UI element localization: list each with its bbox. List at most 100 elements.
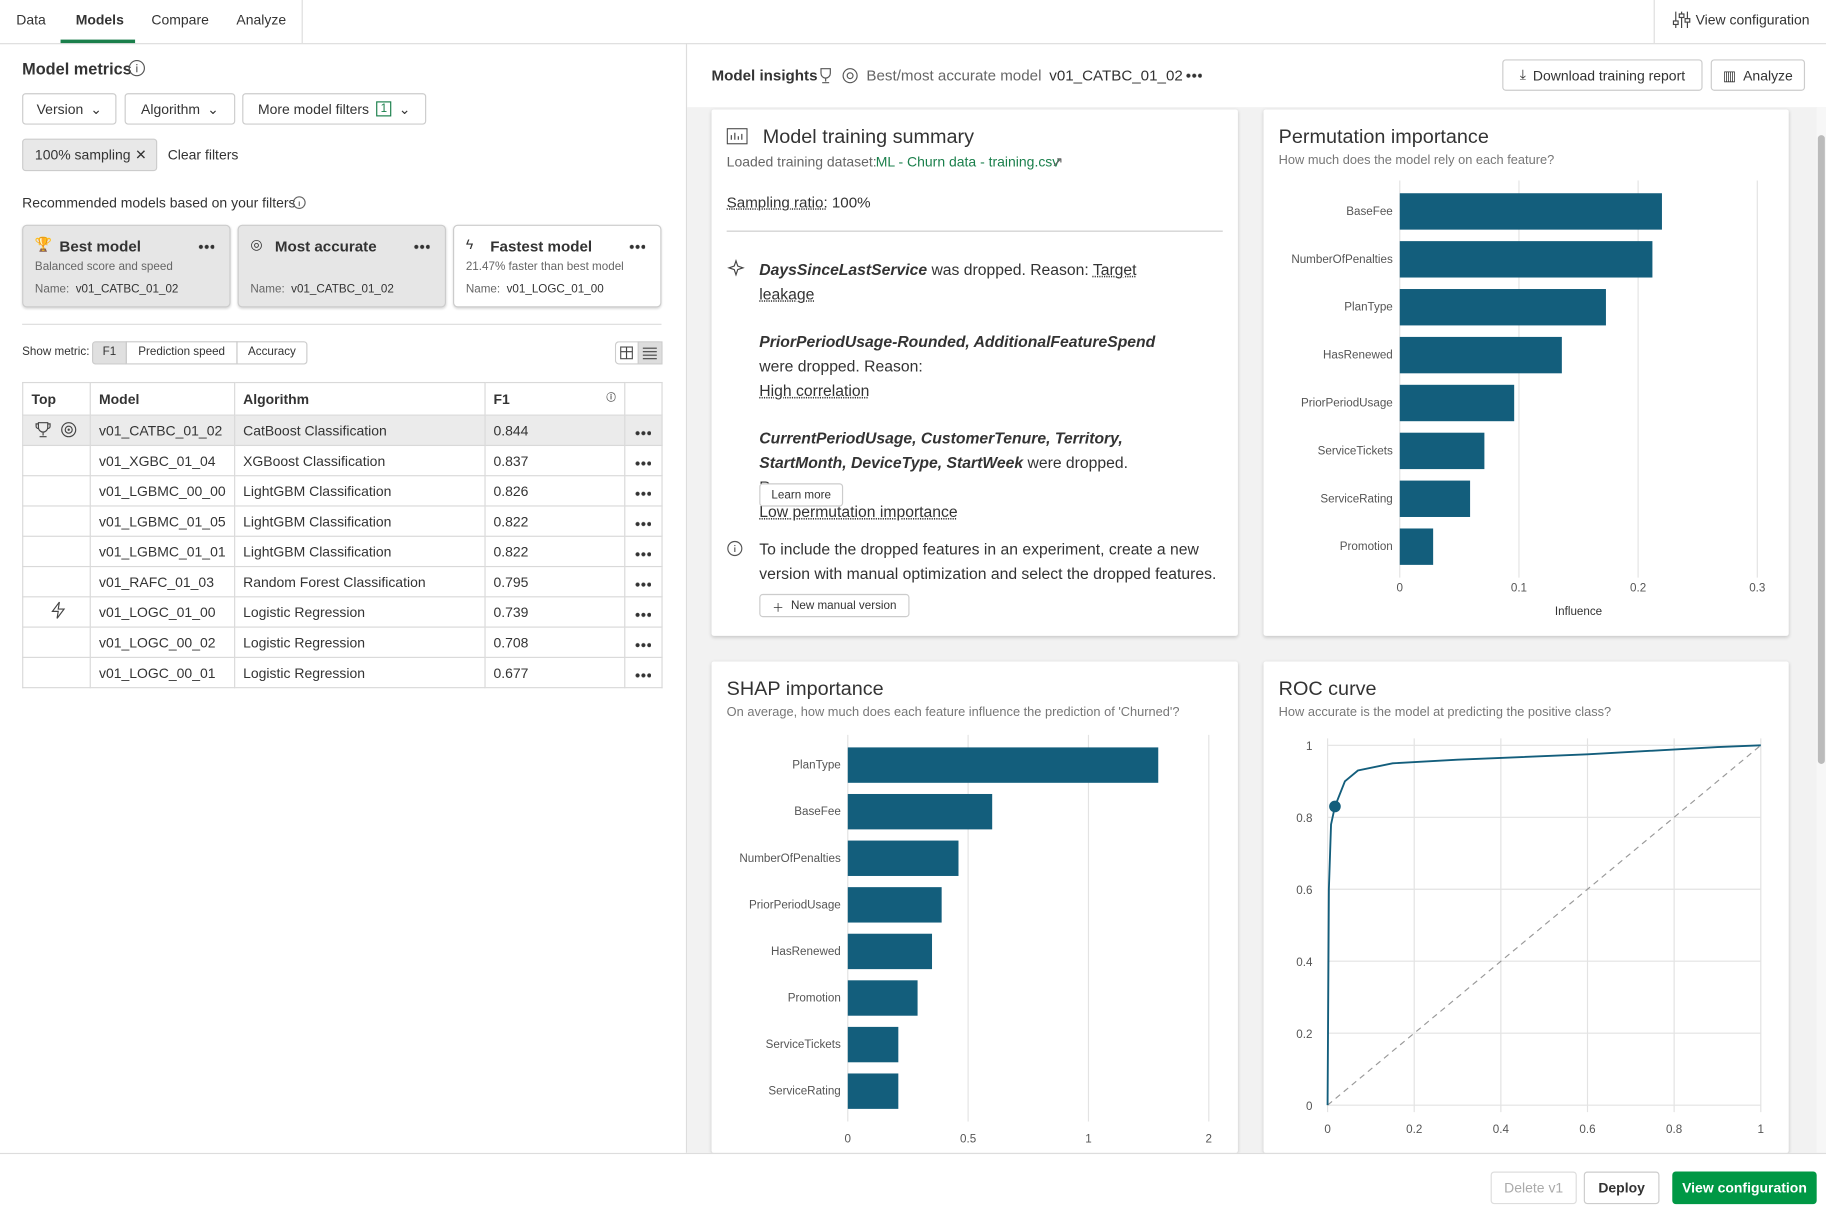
- filter-chip[interactable]: 100% sampling ✕: [22, 138, 158, 172]
- row-menu[interactable]: [635, 430, 652, 435]
- info-icon: [292, 196, 306, 210]
- table-row[interactable]: v01_XGBC_01_04 XGBoost Classification 0.83…: [22, 444, 663, 477]
- chart: 0 0.5 1 2 PlanType BaseFee NumberOfPenalties Pr…: [739, 734, 1212, 1145]
- label: Download training report: [1532, 66, 1686, 84]
- card-title: Best model: [59, 237, 142, 256]
- scrollbar[interactable]: [1816, 107, 1826, 1153]
- top-icons: [35, 422, 77, 438]
- delete-button[interactable]: Delete v1: [1490, 1171, 1577, 1205]
- segment[interactable]: F1: [91, 341, 127, 365]
- reason: Target leakage: [759, 260, 1137, 303]
- cell: [623, 596, 663, 628]
- tab[interactable]: Models: [75, 11, 124, 28]
- external-icon: ↗: [1051, 153, 1064, 171]
- table-row[interactable]: v01_LOGC_00_01 Logistic Regression 0.677: [22, 656, 663, 689]
- section-title: Model metrics: [22, 59, 132, 79]
- features: DaysSinceLastService: [759, 260, 928, 279]
- table-row[interactable]: v01_RAFC_01_03 Random Forest Classificati…: [22, 565, 663, 598]
- filter-dropdown[interactable]: Version ⌄: [22, 93, 117, 125]
- x-tick-label: 0.2: [1630, 582, 1646, 595]
- model-card[interactable]: ϟ Fastest model 21.47% faster than best mo…: [453, 224, 662, 308]
- chart-subtitle: How accurate is the model at predicting …: [1278, 705, 1612, 720]
- chart-subtitle: How much does the model rely on each fea…: [1278, 153, 1555, 168]
- bar: [847, 980, 918, 1016]
- model-icons: [820, 68, 858, 84]
- more-menu: [413, 244, 430, 250]
- cell: LightGBM Classification: [233, 475, 486, 507]
- table-row[interactable]: v01_CATBC_01_02 CatBoost Classification 0.…: [22, 414, 663, 447]
- learn-more-button[interactable]: Learn more: [759, 483, 844, 507]
- clear-filters[interactable]: Clear filters: [167, 146, 239, 164]
- analyze-button[interactable]: ▥ Analyze: [1710, 59, 1806, 91]
- bar: [1399, 193, 1662, 230]
- bar: [1399, 480, 1471, 517]
- dropped-list: DaysSinceLastService was dropped. Reason…: [759, 257, 1178, 524]
- row-menu[interactable]: [635, 490, 652, 496]
- card-title: Model training summary: [762, 125, 975, 148]
- cell: Logistic Regression: [233, 656, 486, 689]
- reason: Low permutation importance: [759, 503, 958, 521]
- table-row[interactable]: v01_LGBMC_00_00 LightGBM Classification 0.…: [22, 475, 663, 507]
- cell: v01_LGBMC_01_05: [89, 505, 235, 537]
- label: More model filters: [257, 100, 370, 118]
- text: were dropped. Reason:: [759, 357, 923, 375]
- card-name-label: Name:: [465, 282, 501, 296]
- view-toggle[interactable]: [614, 341, 663, 365]
- badge: 1: [376, 101, 392, 117]
- features: PriorPeriodUsage-Rounded, AdditionalFeat…: [759, 333, 1156, 351]
- row-menu[interactable]: [635, 581, 652, 587]
- column-header[interactable]: F1 ⓘ: [484, 381, 626, 416]
- y-tick-label: HasRenewed: [771, 945, 841, 958]
- row-menu[interactable]: [635, 460, 652, 466]
- filter-dropdown[interactable]: Algorithm ⌄: [124, 93, 236, 125]
- model-card[interactable]: 🏆 Best model Balanced score and speed Name:…: [22, 224, 231, 308]
- cell: [22, 505, 91, 537]
- tab[interactable]: Compare: [151, 11, 209, 28]
- x-tick-label: 0.8: [1666, 1123, 1682, 1136]
- new-version-button[interactable]: ＋ New manual version: [759, 593, 910, 618]
- segment[interactable]: Accuracy: [236, 341, 308, 365]
- x-tick-label: 1: [1085, 1132, 1091, 1145]
- sparkle-icon: [727, 259, 745, 277]
- y-tick-label: ServiceRating: [1320, 492, 1392, 505]
- x-tick-label: 2: [1206, 1132, 1212, 1145]
- more-menu: [197, 244, 215, 250]
- row-menu[interactable]: [635, 611, 652, 617]
- chance-line: [1327, 744, 1762, 1106]
- cell: 0.708: [484, 626, 626, 658]
- cell: v01_CATBC_01_02: [89, 414, 235, 447]
- view-configuration-button[interactable]: View configuration: [1672, 1171, 1817, 1205]
- cell: 0.822: [484, 505, 626, 537]
- row-menu[interactable]: [635, 642, 652, 647]
- table-row[interactable]: v01_LOGC_00_02 Logistic Regression 0.708: [22, 626, 663, 658]
- deploy-button[interactable]: Deploy: [1583, 1171, 1660, 1205]
- row-menu[interactable]: [635, 521, 652, 526]
- download-button[interactable]: ⤓ Download training report: [1502, 59, 1703, 91]
- row-menu[interactable]: [635, 551, 652, 557]
- cell: [623, 626, 663, 658]
- x-tick-label: 1: [1758, 1123, 1764, 1136]
- dropped-item: CurrentPeriodUsage, CustomerTenure, Terr…: [759, 426, 1178, 524]
- tab[interactable]: Analyze: [236, 11, 287, 28]
- table-row[interactable]: v01_LOGC_01_00 Logistic Regression 0.739: [22, 596, 663, 628]
- y-tick-label: PriorPeriodUsage: [1301, 396, 1393, 409]
- dataset-link[interactable]: ML - Churn data - training.csv: [875, 153, 1060, 171]
- view-configuration-link[interactable]: View configuration: [1695, 11, 1810, 28]
- card-name: v01_CATBC_01_02: [291, 282, 394, 296]
- filter-dropdown[interactable]: More model filters 1 ⌄: [242, 93, 427, 125]
- table-row[interactable]: v01_LGBMC_01_05 LightGBM Classification 0.…: [22, 505, 663, 537]
- sort-icons: ⓘ: [606, 391, 616, 403]
- more-menu[interactable]: [1185, 73, 1202, 79]
- x-tick-label: 0.5: [960, 1132, 976, 1145]
- y-tick-label: BaseFee: [794, 805, 841, 818]
- tab[interactable]: Data: [16, 11, 46, 28]
- y-tick-label: PriorPeriodUsage: [749, 898, 841, 911]
- model-card[interactable]: ◎ Most accurate Name: v01_CATBC_01_02: [237, 224, 447, 308]
- table-row[interactable]: v01_LGBMC_01_01 LightGBM Classification 0.…: [22, 535, 663, 568]
- row-menu[interactable]: [635, 672, 652, 678]
- segment[interactable]: Prediction speed: [125, 341, 238, 365]
- y-tick-label: PlanType: [792, 759, 840, 772]
- cell: [623, 475, 663, 507]
- column-header: Top: [22, 381, 91, 416]
